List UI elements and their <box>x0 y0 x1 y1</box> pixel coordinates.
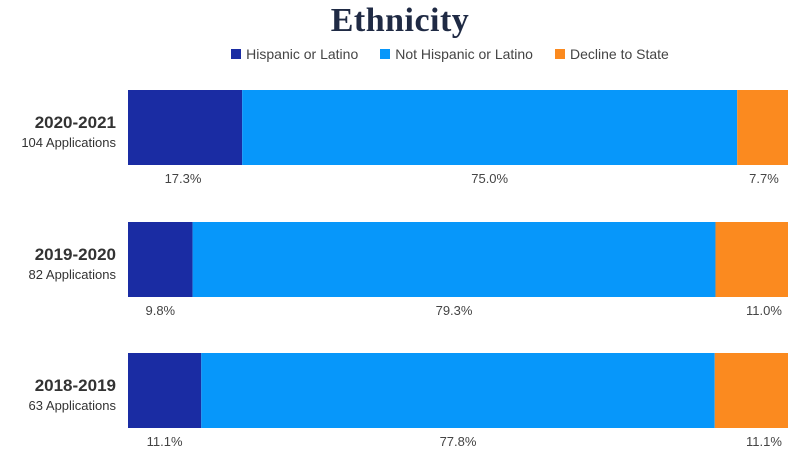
row-year-2: 2018-2019 <box>34 376 116 395</box>
legend-swatch-not-hispanic <box>380 49 391 59</box>
bar-2020-2021-hispanic <box>128 90 243 165</box>
bar-2019-2020-not-hispanic <box>192 222 716 297</box>
row-label-0: 2020-2021 104 Applications <box>21 113 116 150</box>
bar-2020-2021-not-hispanic <box>242 90 738 165</box>
row-label-2: 2018-2019 63 Applications <box>29 376 116 413</box>
legend-item-decline: Decline to State <box>554 46 669 62</box>
row-count-0: 104 Applications <box>21 135 116 150</box>
legend-item-not-hispanic: Not Hispanic or Latino <box>380 46 533 62</box>
legend: Hispanic or Latino Not Hispanic or Latin… <box>50 46 800 62</box>
data-label-2019-2020-not-hispanic: 79.3% <box>436 303 473 318</box>
legend-swatch-decline <box>554 49 565 59</box>
data-label-2020-2021-decline: 7.7% <box>749 171 779 186</box>
bar-2018-2019-hispanic <box>128 353 202 428</box>
row-label-1: 2019-2020 82 Applications <box>29 245 116 282</box>
row-count-1: 82 Applications <box>28 267 116 282</box>
legend-label-not-hispanic: Not Hispanic or Latino <box>395 46 533 62</box>
bar-2020-2021-decline <box>737 90 788 165</box>
bar-2019-2020-decline <box>715 222 788 297</box>
data-label-2019-2020-hispanic: 9.8% <box>145 303 175 318</box>
data-label-2020-2021-not-hispanic: 75.0% <box>471 171 508 186</box>
bar-2018-2019-decline <box>714 353 788 428</box>
row-count-2: 63 Applications <box>28 398 116 413</box>
data-label-2020-2021-hispanic: 17.3% <box>165 171 202 186</box>
row-year-1: 2019-2020 <box>34 245 116 264</box>
data-label-2018-2019-hispanic: 11.1% <box>147 434 183 449</box>
data-label-2019-2020-decline: 11.0% <box>746 303 782 318</box>
chart-title: Ethnicity <box>330 2 470 39</box>
bar-2018-2019-not-hispanic <box>201 353 715 428</box>
legend-item-hispanic: Hispanic or Latino <box>231 46 358 62</box>
data-label-2018-2019-not-hispanic: 77.8% <box>440 434 477 449</box>
bar-2019-2020-hispanic <box>128 222 193 297</box>
legend-label-decline: Decline to State <box>569 46 669 62</box>
legend-swatch-hispanic <box>231 49 242 59</box>
legend-label-hispanic: Hispanic or Latino <box>246 46 359 62</box>
row-year-0: 2020-2021 <box>34 113 116 132</box>
data-label-2018-2019-decline: 11.1% <box>746 434 782 449</box>
